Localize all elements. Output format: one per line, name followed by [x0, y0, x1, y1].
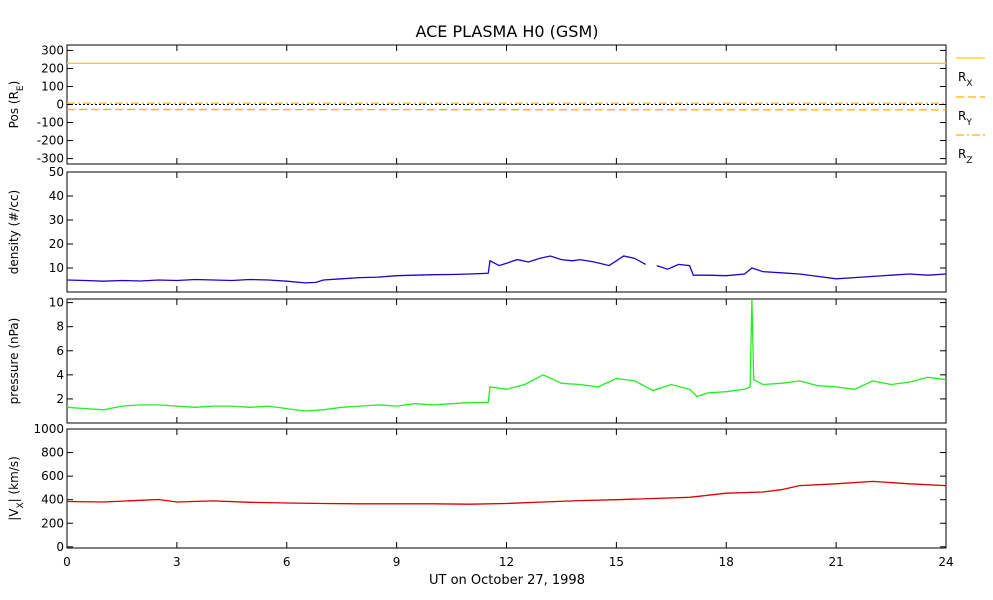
y-tick-label-density: 40	[49, 189, 64, 203]
y-tick-label-pressure: 8	[56, 320, 64, 334]
y-tick-label-vx: 0	[56, 540, 64, 554]
x-tick-label: 3	[173, 555, 181, 569]
x-tick-label: 12	[499, 555, 514, 569]
x-tick-label: 6	[283, 555, 291, 569]
y-tick-label-pressure: 10	[49, 296, 64, 310]
legend-label-2: RZ	[958, 147, 973, 166]
y-axis-label-pos: Pos (RE)	[7, 81, 26, 129]
panel-frame-vx	[66, 428, 947, 549]
legend-label-main: R	[958, 147, 966, 161]
y-tick-label-density: 30	[49, 213, 64, 227]
y-tick-label-pos: -300	[37, 152, 64, 166]
x-tick-label: 15	[609, 555, 624, 569]
y-axis-label-pressure: pressure (nPa)	[7, 318, 21, 405]
y-tick-label-vx: 600	[41, 469, 64, 483]
series-line-vx-0	[66, 480, 947, 505]
legend-label-0: RX	[958, 70, 973, 89]
legend-label-main: R	[958, 70, 966, 84]
panel-frame-pressure	[66, 298, 947, 424]
y-axis-label-vx: |VX| (km/s)	[7, 456, 26, 521]
y-axis-label-end: )	[7, 81, 21, 86]
panel-pressure: 2 4 6 8 10 pressure (nPa)	[7, 296, 947, 424]
y-axis-label-end: | (km/s)	[7, 456, 21, 502]
y-tick-label-pos: 0	[56, 98, 64, 112]
y-tick-label-vx: 1000	[33, 422, 64, 436]
y-tick-label-density: 50	[49, 165, 64, 179]
panel-density: 10 20 30 40 50 density (#/cc)	[7, 165, 947, 293]
y-tick-label-vx: 400	[41, 493, 64, 507]
panel-frame-density	[66, 171, 947, 293]
legend-label-main: R	[958, 109, 966, 123]
y-axis-label-main: Pos (R	[7, 91, 21, 128]
y-axis-label-sub: E	[16, 85, 26, 91]
chart-title: ACE PLASMA H0 (GSM)	[415, 22, 598, 41]
y-tick-label-pos: 300	[41, 43, 64, 57]
y-axis-label-density: density (#/cc)	[7, 190, 21, 274]
y-tick-label-density: 10	[49, 261, 64, 275]
y-axis-label-sub: X	[16, 502, 26, 508]
x-tick-label: 21	[828, 555, 843, 569]
y-axis-label-main: |V	[7, 508, 21, 521]
legend-label-sub: Y	[965, 118, 972, 128]
legend-label-1: RY	[958, 109, 972, 128]
y-tick-label-pos: -100	[37, 116, 64, 130]
y-axis-label-main: pressure (nPa)	[7, 318, 21, 405]
x-tick-label: 18	[719, 555, 734, 569]
legend-label-sub: Z	[966, 156, 972, 166]
x-tick-label: 9	[393, 555, 401, 569]
y-tick-label-vx: 200	[41, 516, 64, 530]
y-tick-label-vx: 800	[41, 446, 64, 460]
legend-label-sub: X	[966, 79, 972, 89]
y-tick-label-pressure: 4	[56, 368, 64, 382]
x-axis-label: UT on October 27, 1998	[429, 573, 585, 588]
y-tick-label-pos: 200	[41, 61, 64, 75]
y-tick-label-density: 20	[49, 237, 64, 251]
series-line-pressure-0	[66, 298, 947, 412]
y-axis-label-main: density (#/cc)	[7, 190, 21, 274]
y-tick-label-pos: -200	[37, 134, 64, 148]
panel-vx: 0 200 400 600 800 1000 |VX| (km/s)	[7, 422, 947, 554]
x-tick-label: 0	[63, 555, 71, 569]
series-line-density-0	[66, 255, 947, 284]
y-tick-label-pressure: 2	[56, 392, 64, 406]
x-tick-label: 24	[938, 555, 953, 569]
x-tick-labels: 0 3 6 9 12 15 18 21 24	[63, 555, 953, 569]
y-tick-label-pressure: 6	[56, 344, 64, 358]
y-tick-label-pos: 100	[41, 79, 64, 93]
